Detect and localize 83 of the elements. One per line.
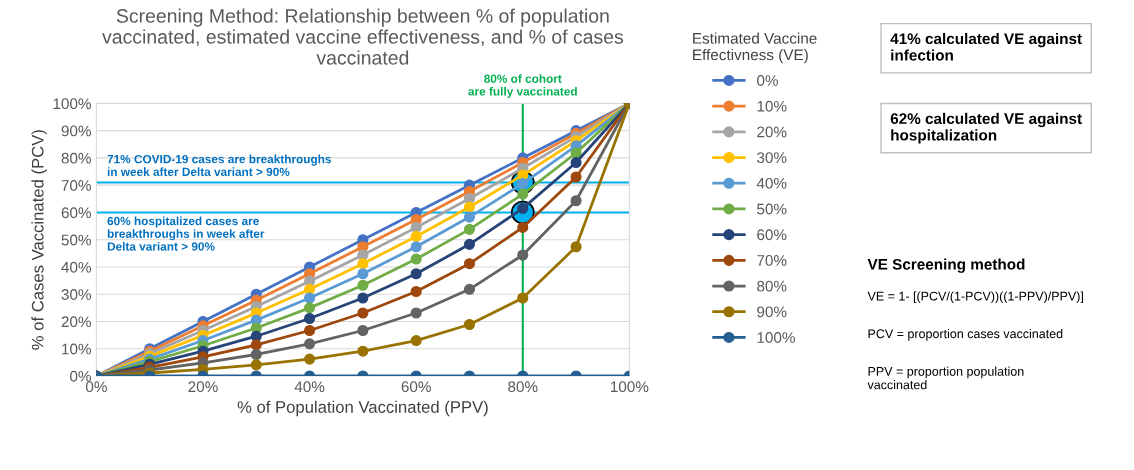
point — [463, 318, 476, 331]
point — [410, 307, 422, 319]
ref-line-label: 80% of cohort are fully vaccinated — [468, 74, 577, 98]
x-tick-label: 0% — [85, 381, 107, 393]
point — [304, 312, 316, 325]
point — [357, 268, 369, 280]
y-tick-label: 40% — [61, 261, 91, 273]
point — [463, 258, 476, 270]
point — [250, 348, 262, 361]
point — [570, 156, 582, 169]
legend-title: Estimated Vaccine Effectivness (VE) — [693, 32, 817, 64]
text: VE = 1- [(PCV/(1-PCV))((1-PPV)/PPV)] — [867, 291, 1083, 304]
x-tick-label: 60% — [401, 381, 431, 393]
legend-label: 0% — [757, 75, 778, 86]
point — [463, 201, 476, 213]
point — [463, 238, 476, 250]
legend-label: 20% — [757, 126, 787, 138]
point — [517, 188, 529, 200]
legend-label: 100% — [757, 332, 795, 343]
text: PCV = proportion cases vaccinated — [868, 329, 1063, 341]
ref-line-label: 60% hospitalized cases are breakthroughs in week after Delta variant > 90% — [107, 216, 265, 251]
point — [570, 171, 582, 183]
point — [304, 353, 316, 365]
point — [570, 195, 582, 207]
y-tick-label: 10% — [62, 343, 91, 355]
point — [410, 335, 422, 347]
text: PPV = proportion population vaccinated — [867, 366, 1024, 390]
point — [357, 292, 369, 304]
y-tick-label: 30% — [61, 289, 91, 300]
point — [304, 338, 316, 350]
y-tick-label: 50% — [61, 234, 91, 246]
y-tick-label: 20% — [61, 316, 91, 328]
point — [570, 241, 582, 253]
point — [304, 324, 316, 337]
point — [304, 292, 316, 304]
point — [410, 230, 422, 242]
legend-label: 60% — [757, 229, 787, 241]
legend-label: 40% — [756, 177, 787, 189]
text: VE Screening method — [867, 258, 1025, 273]
text: 41% calculated VE against infection — [890, 32, 1082, 61]
x-tick-label: 80% — [508, 381, 538, 393]
legend-label: 10% — [757, 100, 787, 112]
ref-line-label: 71% COVID-19 cases are breakthroughs in week after Delta variant > 90% — [107, 154, 331, 177]
point — [517, 221, 529, 233]
point — [463, 283, 476, 295]
text: 62% calculated VE against hospitalization — [890, 112, 1082, 144]
point — [517, 292, 529, 304]
y-tick-label: 100% — [53, 98, 91, 110]
y-tick-label: 60% — [61, 207, 91, 219]
point — [250, 359, 262, 371]
point — [250, 330, 262, 342]
legend-label: 70% — [757, 255, 787, 266]
point — [304, 283, 316, 295]
point — [463, 223, 476, 235]
x-tick-label: 20% — [188, 381, 218, 393]
point — [410, 241, 422, 253]
y-tick-label: 70% — [61, 180, 91, 191]
point — [570, 147, 582, 159]
legend-label: 90% — [757, 306, 787, 318]
x-tick-label: 40% — [294, 381, 325, 393]
point — [250, 339, 262, 351]
point — [410, 221, 422, 233]
legend-label: 80% — [757, 280, 787, 292]
x-tick-label: 100% — [611, 381, 649, 393]
point — [463, 211, 476, 223]
point — [304, 302, 316, 314]
legend-label: 50% — [757, 203, 787, 215]
chart-title: Screening Method: Relationship between % of population vaccinated, estimated vaccine effectiveness, and % of cases vaccinated — [102, 8, 624, 65]
point — [357, 324, 369, 337]
point — [410, 268, 422, 280]
y-axis-title: % of Cases Vaccinated (PCV) — [31, 130, 47, 350]
point — [410, 285, 422, 298]
point — [357, 307, 369, 319]
point — [357, 258, 369, 270]
point — [357, 279, 369, 291]
point — [410, 253, 422, 265]
x-axis-title: % of Population Vaccinated (PPV) — [237, 400, 488, 417]
legend-label: 30% — [757, 152, 787, 164]
y-tick-label: 0% — [70, 370, 91, 382]
y-tick-label: 90% — [61, 125, 91, 137]
point — [357, 345, 369, 357]
y-tick-label: 80% — [61, 152, 91, 164]
point — [517, 249, 529, 261]
